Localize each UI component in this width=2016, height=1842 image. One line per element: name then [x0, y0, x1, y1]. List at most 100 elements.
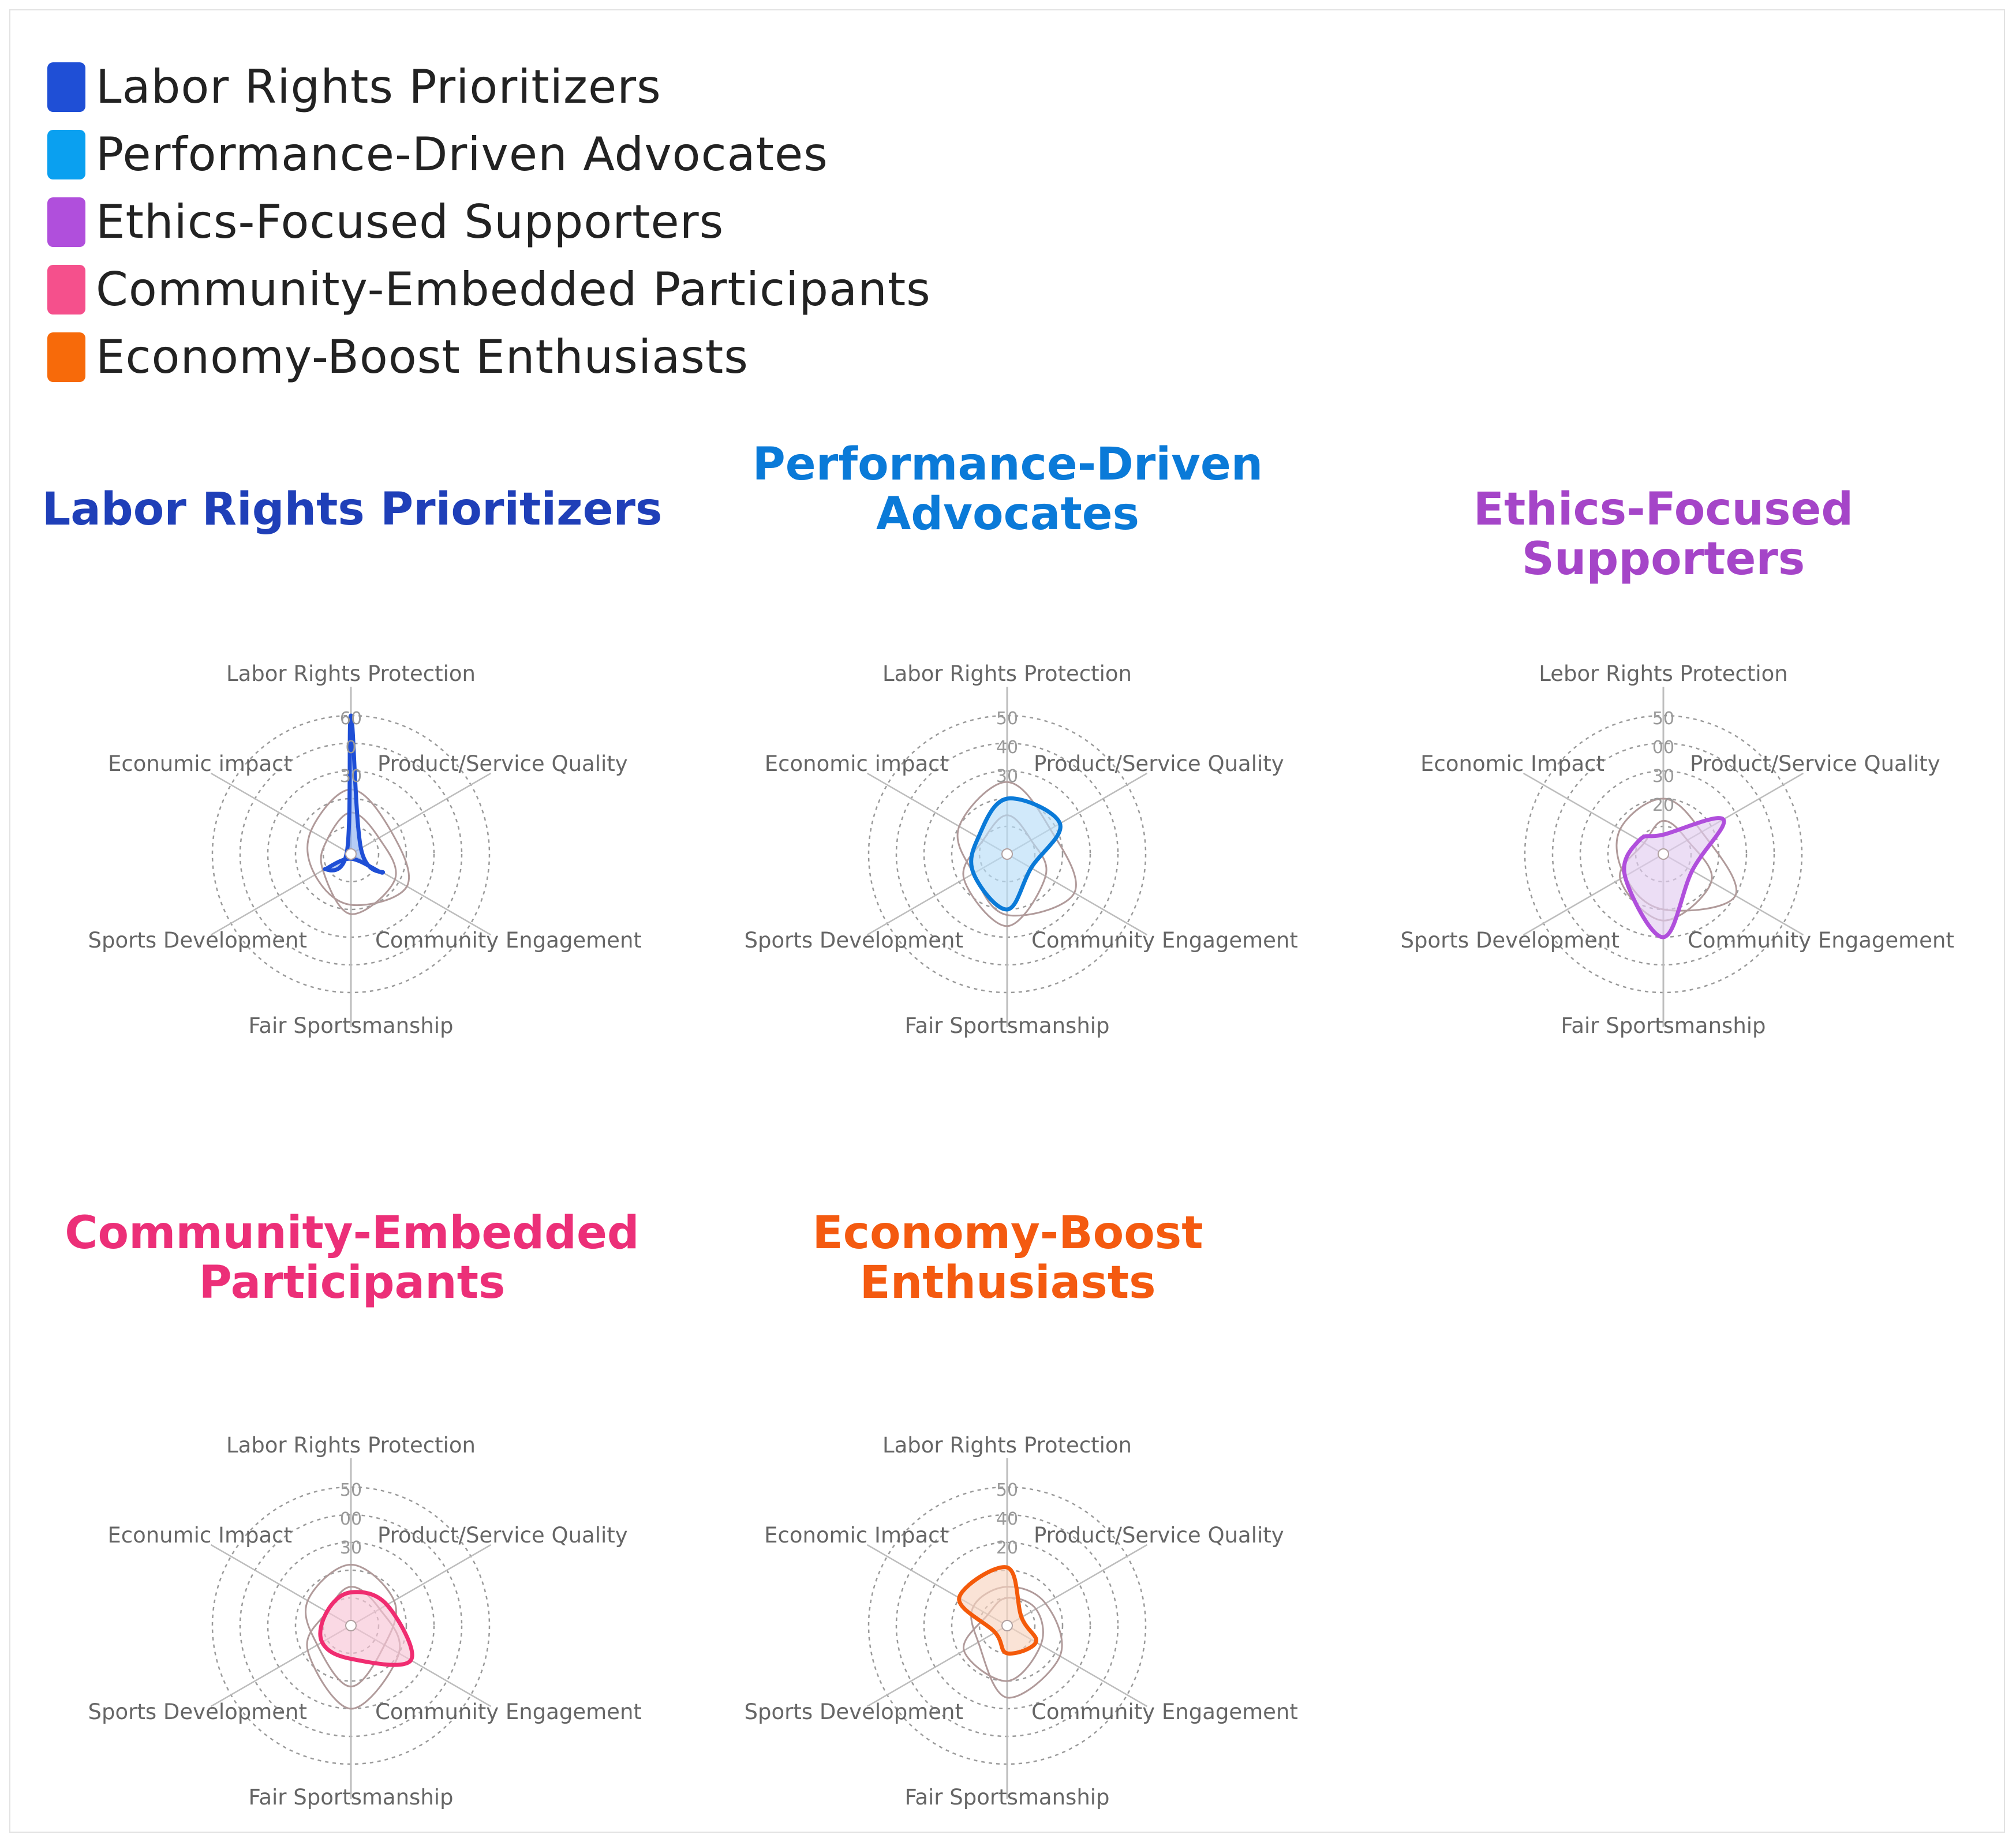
series-area [957, 1565, 1038, 1656]
axis-label: Lebor Rights Protection [1539, 661, 1787, 686]
data-point [1005, 1652, 1009, 1655]
series-area [1622, 816, 1726, 939]
tick-label: 50 [996, 709, 1018, 729]
tick-label: 0 [345, 737, 356, 758]
center-point [1001, 1620, 1013, 1631]
grid-ring [867, 1486, 1147, 1765]
axis-label: Product/Service Quality [1034, 751, 1284, 776]
axis-label: Fair Sportsmanship [904, 1785, 1109, 1810]
data-point [349, 1590, 353, 1594]
axis-label: Labor Rights Protection [882, 661, 1132, 686]
legend-label: Economy-Boost Enthusiasts [96, 330, 749, 384]
grid-ring [211, 714, 491, 994]
data-point [325, 1610, 329, 1613]
legend-swatch [47, 129, 85, 179]
data-point [957, 1596, 961, 1600]
radar-chart: 50 00 30 20 Lebor Rights Protection Product/S… [1401, 661, 1954, 1038]
axis-label: Econumic Impact [107, 1523, 292, 1548]
axis-label: Community Engagement [1031, 928, 1298, 953]
radar-chart: 50 00 30 Labor Rights Protection Product/Ser… [88, 1433, 642, 1810]
data-point [349, 1657, 353, 1661]
tick-label: 50 [1652, 709, 1674, 729]
data-point [349, 714, 353, 717]
tick-label: 30 [340, 766, 362, 787]
data-point [1637, 838, 1641, 842]
series-area [969, 796, 1063, 912]
legend-label: Labor Rights Prioritizers [96, 60, 661, 114]
chart-title-labor-rights: Labor Rights Prioritizers [42, 484, 663, 536]
legend-item: Economy-Boost Enthusiasts [47, 323, 931, 391]
tick-label: 30 [340, 1538, 362, 1558]
data-point [1029, 866, 1033, 870]
axis-label: Fair Sportsmanship [1561, 1013, 1766, 1038]
center-point [1658, 848, 1669, 860]
legend-label: Ethics-Focused Supporters [96, 195, 724, 249]
legend-swatch [47, 264, 85, 315]
axis-label: Economic impact [765, 751, 948, 776]
axis-label: Fair Sportsmanship [904, 1013, 1109, 1038]
legend-label: Community-Embedded Participants [96, 263, 931, 316]
chart-title-economy-boost: Economy-Boost Enthusiasts [812, 1207, 1203, 1309]
data-point [971, 871, 975, 875]
axis-label: Labor Rights Protection [226, 661, 476, 686]
axis-label: Community Engagement [375, 1699, 642, 1724]
data-point [1662, 935, 1665, 939]
legend-swatch [47, 332, 85, 382]
data-point [1623, 874, 1627, 878]
tick-label: 50 [340, 1480, 362, 1500]
center-point [345, 1620, 357, 1631]
grid-ring [951, 798, 1064, 911]
axis-label: Fair Sportsmanship [248, 1785, 453, 1810]
grid-ring [867, 714, 1147, 994]
data-point [320, 1640, 324, 1644]
tick-label: 40 [996, 1509, 1018, 1529]
axis-label: Economic Impact [764, 1523, 948, 1548]
radar-chart: 60 0 30 Labor Rights Protection Product/Serv… [88, 661, 642, 1038]
axis-label: Community Engagement [375, 928, 642, 953]
axis-label: Product/Service Quality [377, 751, 628, 776]
data-point [1721, 818, 1725, 821]
axis-spoke [1007, 1544, 1148, 1627]
axis-label: Econumic impact [108, 751, 292, 776]
center-point [1001, 848, 1013, 860]
data-point [1005, 797, 1009, 800]
grid-ring [211, 1486, 491, 1765]
axis-label: Sports Development [745, 1699, 963, 1724]
data-point [977, 836, 981, 840]
axis-label: Sports Development [1401, 928, 1619, 953]
axis-label: Community Engagement [1031, 1699, 1298, 1724]
data-point [1034, 1640, 1038, 1644]
data-point [1058, 822, 1062, 826]
tick-label: 30 [1652, 766, 1674, 787]
axis-spoke [210, 772, 351, 855]
legend-item: Labor Rights Prioritizers [47, 53, 931, 121]
tick-label: 40 [996, 737, 1018, 758]
radar-chart: 50 40 20 Labor Rights Protection Product/Ser… [745, 1433, 1298, 1810]
data-point [409, 1658, 413, 1662]
data-point [1662, 833, 1665, 837]
series-area [318, 1590, 414, 1667]
legend: Labor Rights Prioritizers Performance-Dr… [47, 53, 931, 391]
data-point [1019, 1615, 1023, 1619]
tick-label: 00 [340, 1509, 362, 1529]
axis-label: Economic Impact [1420, 751, 1604, 776]
grid-ring [1524, 714, 1803, 994]
data-point [323, 867, 327, 871]
tick-label: 50 [996, 1480, 1018, 1500]
axis-label: Sports Development [745, 928, 963, 953]
axis-label: Product/Service Quality [377, 1523, 628, 1548]
data-point [993, 1631, 997, 1634]
axis-spoke [866, 1624, 1008, 1708]
center-point [345, 848, 357, 860]
radar-chart: 50 40 30 Labor Rights Protection Product/Ser… [745, 661, 1298, 1038]
legend-item: Performance-Driven Advocates [47, 121, 931, 188]
tick-label: 60 [340, 709, 362, 729]
axis-label: Product/Service Quality [1034, 1523, 1284, 1548]
comparison-series-line [305, 1563, 397, 1688]
chart-title-performance-driven: Performance-Driven Advocates [752, 439, 1263, 540]
tick-label: 20 [1652, 795, 1674, 815]
legend-item: Ethics-Focused Supporters [47, 188, 931, 256]
grid-ring [294, 798, 407, 911]
legend-swatch [47, 197, 85, 247]
